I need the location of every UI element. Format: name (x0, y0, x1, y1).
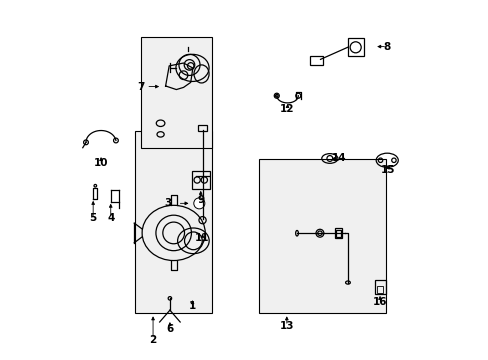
Bar (258, 159, 386, 314)
Text: 16: 16 (372, 297, 386, 307)
Text: 6: 6 (166, 324, 173, 334)
Bar (376, 287, 383, 293)
Bar (374, 280, 385, 294)
Text: 2: 2 (149, 334, 156, 345)
Bar (135, 131, 212, 314)
Text: 13: 13 (279, 321, 293, 331)
Text: 15: 15 (380, 165, 394, 175)
Bar (335, 229, 342, 238)
Text: 14: 14 (331, 153, 346, 163)
Text: 7: 7 (137, 82, 144, 91)
Bar (347, 38, 363, 57)
Circle shape (193, 198, 204, 209)
Text: 8: 8 (383, 42, 390, 51)
Bar (310, 57, 322, 66)
Text: 11: 11 (195, 233, 209, 243)
Text: 1: 1 (188, 301, 196, 311)
Text: 10: 10 (94, 158, 108, 168)
Text: 9: 9 (197, 195, 204, 205)
Text: 5: 5 (89, 213, 97, 223)
Bar (191, 171, 209, 189)
Bar (140, 37, 212, 148)
Bar (336, 230, 341, 237)
Bar (198, 125, 206, 131)
Text: 4: 4 (107, 213, 114, 223)
Text: 12: 12 (280, 104, 294, 114)
Text: 3: 3 (164, 198, 171, 208)
